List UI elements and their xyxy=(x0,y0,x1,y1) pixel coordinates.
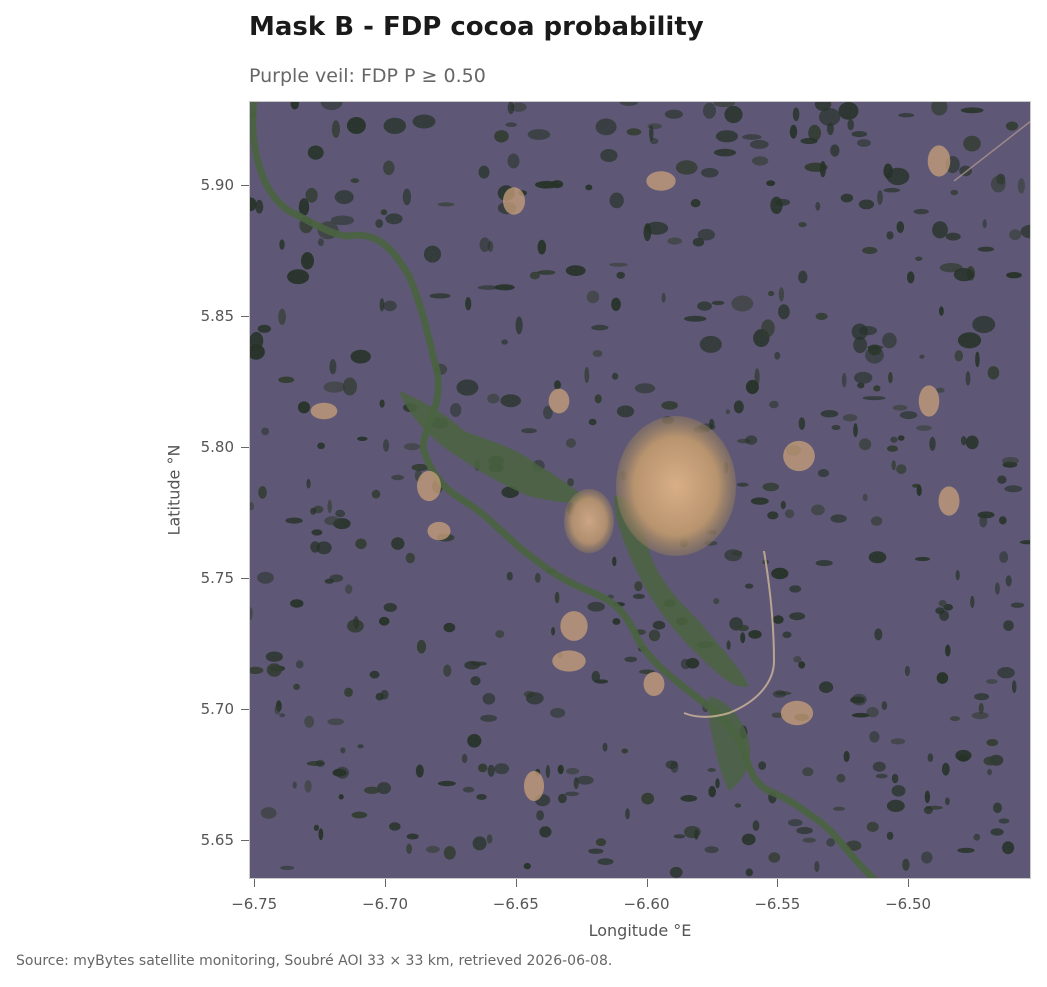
village xyxy=(310,402,338,420)
river xyxy=(249,101,878,879)
town-soubre xyxy=(616,416,736,556)
y-tick-label: 5.75 xyxy=(200,568,234,587)
y-tick-mark xyxy=(241,708,249,710)
village xyxy=(560,611,588,641)
town-west xyxy=(564,489,614,553)
x-tick-mark xyxy=(908,879,910,887)
y-tick-label: 5.90 xyxy=(200,175,234,194)
x-tick-label: −6.75 xyxy=(231,895,278,913)
x-tick-label: −6.50 xyxy=(885,895,932,913)
village xyxy=(938,486,960,516)
villages xyxy=(310,145,960,802)
village xyxy=(417,470,441,502)
village xyxy=(552,650,586,672)
x-tick-label: −6.55 xyxy=(754,895,801,913)
satellite-map xyxy=(249,101,1031,879)
village xyxy=(646,171,676,191)
village xyxy=(780,700,814,726)
village xyxy=(643,671,665,697)
x-tick-mark xyxy=(646,879,648,887)
y-tick-label: 5.70 xyxy=(200,699,234,718)
x-tick-label: −6.65 xyxy=(492,895,539,913)
map-title: Mask B - FDP cocoa probability xyxy=(249,12,704,42)
x-tick-mark xyxy=(777,879,779,887)
road xyxy=(683,550,776,718)
x-tick-mark xyxy=(385,879,386,887)
village xyxy=(783,440,815,472)
y-tick-label: 5.80 xyxy=(200,437,234,456)
map-subtitle: Purple veil: FDP P ≥ 0.50 xyxy=(249,65,486,87)
village xyxy=(548,388,570,414)
y-tick-mark xyxy=(241,839,249,841)
satellite-image xyxy=(249,101,1031,879)
y-tick-label: 5.85 xyxy=(200,306,234,325)
village xyxy=(523,770,545,802)
source-note: Source: myBytes satellite monitoring, So… xyxy=(16,953,613,969)
river-wide xyxy=(399,391,594,504)
y-axis-label: Latitude °N xyxy=(164,444,184,536)
y-tick-mark xyxy=(241,577,249,579)
x-tick-label: −6.70 xyxy=(362,895,408,913)
village xyxy=(502,187,526,215)
y-tick-mark xyxy=(241,315,249,317)
x-tick-mark xyxy=(254,879,256,887)
road-ne xyxy=(953,120,1031,182)
y-tick-label: 5.65 xyxy=(200,830,234,849)
river-lower xyxy=(709,696,751,791)
x-axis-label: Longitude °E xyxy=(588,921,692,940)
x-tick-label: −6.60 xyxy=(623,895,670,913)
village xyxy=(927,145,951,177)
village xyxy=(918,385,940,417)
village xyxy=(427,521,451,541)
y-tick-mark xyxy=(241,446,249,448)
y-tick-mark xyxy=(241,184,249,186)
x-tick-mark xyxy=(515,879,517,887)
